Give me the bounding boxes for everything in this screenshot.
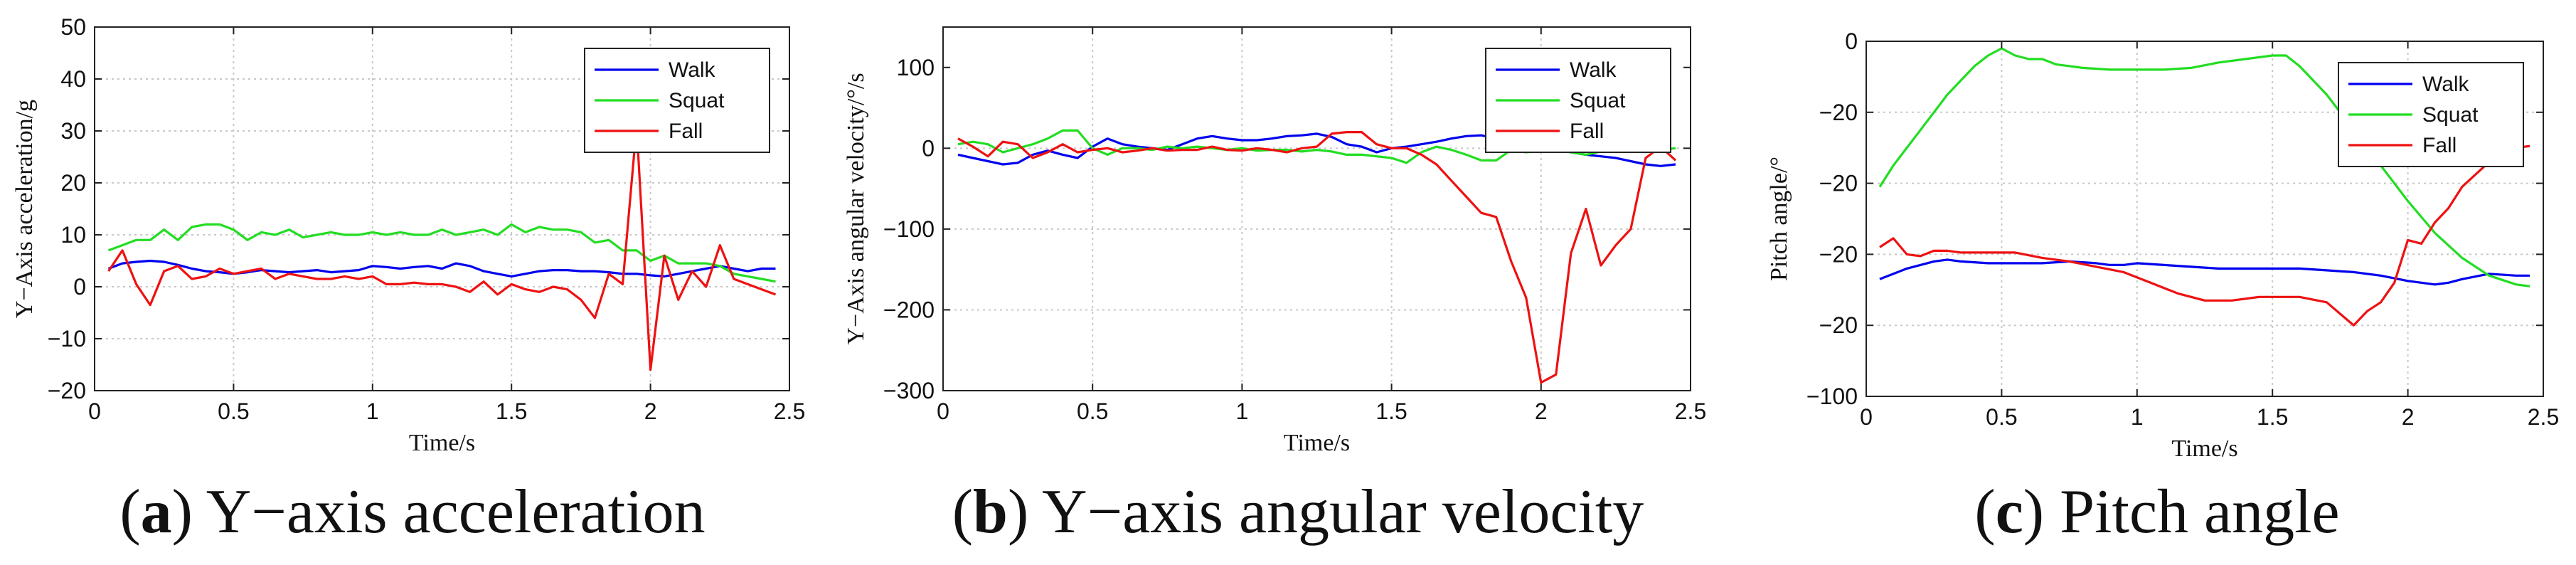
y-tick-label: 0 — [922, 135, 935, 161]
y-axis-label: Y−Axis acceleration/g — [11, 100, 38, 318]
x-tick-label: 1 — [1236, 398, 1249, 424]
series-line-fall — [1879, 144, 2530, 327]
x-tick-label: 2.5 — [2528, 404, 2559, 430]
x-tick-label: 0 — [937, 398, 949, 424]
y-tick-label: 40 — [60, 66, 86, 92]
legend-label-squat: Squat — [669, 89, 725, 112]
caption-paren-close: ) — [1008, 477, 1042, 546]
y-tick-label: −100 — [1806, 384, 1858, 409]
chart-panel-2: 0 0.5 1 1.5 2 2.5 −300 −200 −100 0 100 Time/s Y−Axis… — [843, 26, 1706, 546]
y-tick-label: 0 — [73, 274, 86, 300]
x-tick-label: 0 — [88, 398, 101, 424]
caption-paren-open: ( — [119, 477, 140, 546]
x-tick-label: 0.5 — [218, 398, 249, 424]
series-line-squat — [107, 223, 776, 283]
legend-label-squat: Squat — [1570, 89, 1626, 112]
legend: Walk Squat Fall — [584, 48, 770, 153]
y-tick-label: 0 — [1845, 28, 1858, 54]
x-tick-label: 2 — [1535, 398, 1548, 424]
legend: Walk Squat Fall — [2338, 62, 2524, 167]
legend-label-squat: Squat — [2422, 103, 2479, 127]
panel-caption: (a) Y−axis acceleration — [119, 477, 705, 546]
caption-letter: b — [973, 477, 1008, 546]
y-tick-label: 10 — [60, 222, 86, 248]
y-tick-label: 50 — [60, 14, 86, 40]
y-tick-label: −300 — [883, 378, 935, 403]
caption-text: Y−axis acceleration — [206, 477, 706, 546]
y-tick-label: −200 — [883, 297, 935, 322]
y-tick-label: 20 — [60, 170, 86, 196]
legend-label-fall: Fall — [1570, 120, 1604, 143]
y-tick-label: −20 — [1819, 171, 1858, 196]
x-tick-label: 2.5 — [774, 398, 805, 424]
legend-label-walk: Walk — [669, 58, 716, 82]
series-line-squat — [1878, 47, 2530, 287]
legend-label-fall: Fall — [669, 120, 703, 143]
y-tick-label: 100 — [897, 55, 935, 80]
series-line-fall — [107, 125, 777, 371]
x-tick-label: 1 — [366, 398, 379, 424]
x-tick-label: 0.5 — [1077, 398, 1108, 424]
x-tick-label: 0.5 — [1986, 404, 2017, 430]
x-tick-label: 1.5 — [1375, 398, 1407, 424]
caption-text: Y−axis angular velocity — [1042, 477, 1644, 546]
x-tick-label: 2 — [2402, 404, 2415, 430]
y-axis-label: Pitch angle/° — [1766, 157, 1792, 281]
series-line-fall — [957, 131, 1677, 384]
caption-letter: a — [141, 477, 172, 546]
panel-caption: (b) Y−axis angular velocity — [952, 477, 1644, 546]
plot-frame — [1866, 41, 2544, 397]
x-axis-label: Time/s — [409, 430, 475, 456]
caption-paren-close: ) — [2023, 477, 2060, 546]
x-tick-label: 1 — [2131, 404, 2144, 430]
x-tick-label: 0 — [1860, 404, 1873, 430]
legend-label-walk: Walk — [1570, 58, 1617, 82]
y-tick-label: −100 — [883, 216, 935, 242]
plot-frame — [942, 26, 1691, 391]
caption-paren-open: ( — [1974, 477, 1995, 546]
y-tick-label: −20 — [1819, 241, 1858, 267]
x-axis-label: Time/s — [1284, 430, 1350, 456]
panel-caption: (c) Pitch angle — [1974, 477, 2339, 546]
x-tick-label: 1.5 — [496, 398, 527, 424]
legend-label-fall: Fall — [2422, 134, 2457, 157]
plot-frame — [94, 26, 790, 391]
y-tick-label: −20 — [1819, 312, 1858, 338]
caption-paren-close: ) — [172, 477, 206, 546]
y-tick-label: −20 — [48, 378, 86, 403]
caption-text: Pitch angle — [2060, 477, 2339, 546]
y-tick-label: −20 — [1819, 100, 1858, 125]
legend-label-walk: Walk — [2422, 73, 2470, 96]
y-tick-label: −10 — [48, 326, 86, 352]
x-tick-label: 2 — [644, 398, 657, 424]
legend: Walk Squat Fall — [1485, 48, 1671, 153]
series-line-walk — [107, 259, 776, 278]
caption-letter: c — [1996, 477, 2023, 546]
caption-paren-open: ( — [952, 477, 973, 546]
series-line-walk — [1879, 258, 2530, 286]
y-axis-label: Y−Axis angular velocity/°/s — [843, 73, 869, 344]
x-tick-label: 1.5 — [2257, 404, 2288, 430]
chart-panel-1: 0 0.5 1 1.5 2 2.5 −20 −10 0 10 20 30 40 50 Time/s Y−Axi… — [11, 14, 805, 546]
x-tick-label: 2.5 — [1675, 398, 1706, 424]
y-tick-label: 30 — [60, 118, 86, 144]
x-axis-label: Time/s — [2171, 435, 2237, 462]
chart-panel-3: 0 0.5 1 1.5 2 2.5 −100 −20 −20 −20 −20 0 Time/s Pitch… — [1766, 28, 2559, 546]
